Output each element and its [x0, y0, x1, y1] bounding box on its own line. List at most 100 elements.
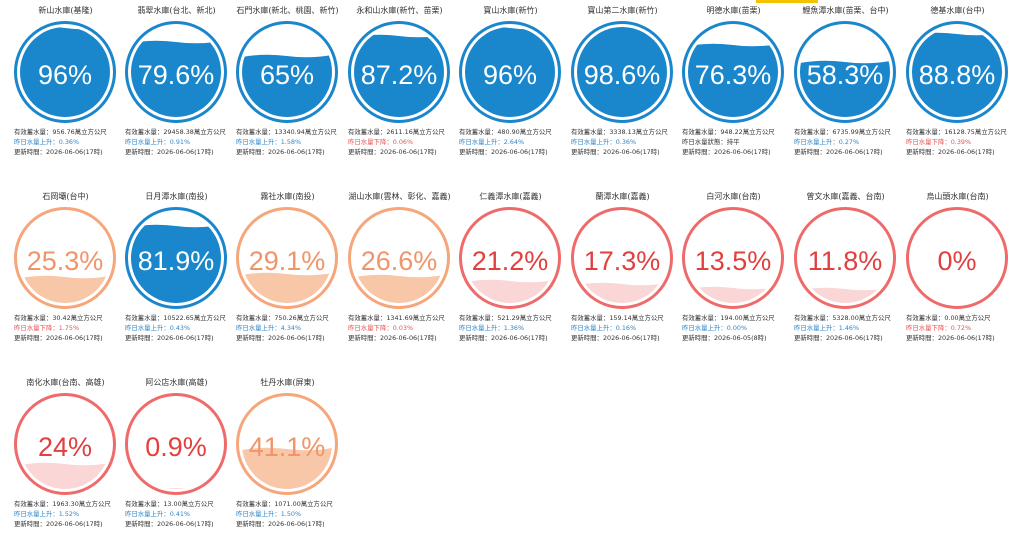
trend-text: 昨日水量上升：1.50%: [236, 510, 302, 518]
reservoir-name: 永和山水庫(新竹、苗栗): [356, 6, 443, 15]
capacity-value: 1341.69萬立方公尺: [386, 314, 445, 322]
update-time: 更新時間：2026-06-06(17時): [236, 147, 344, 157]
water-fill: [465, 279, 555, 303]
capacity-text: 有效蓄水量：6735.99萬立方公尺: [794, 127, 902, 137]
reservoir-info: 有效蓄水量：13.00萬立方公尺 昨日水量上升：0.41% 更新時間：2026-06…: [125, 499, 233, 529]
reservoir-info: 有效蓄水量：0.00萬立方公尺 昨日水量下降：0.72% 更新時間：2026-06-…: [906, 313, 1014, 343]
capacity-label: 有效蓄水量：: [125, 314, 164, 322]
capacity-value: 29458.38萬立方公尺: [163, 128, 226, 136]
update-value: 2026-06-06(17時): [825, 334, 883, 342]
update-label: 更新時間：: [125, 520, 157, 528]
water-level-gauge: 88.8%: [906, 21, 1008, 123]
percent-value: 65%: [259, 60, 315, 90]
capacity-text: 有效蓄水量：13340.94萬立方公尺: [236, 127, 344, 137]
trend-text: 昨日水量上升：0.41%: [125, 510, 191, 518]
update-value: 2026-06-06(17時): [825, 148, 883, 156]
water-fill: [131, 488, 221, 489]
trend-text: 昨日水量下降：0.39%: [906, 138, 972, 146]
water-fill: [354, 34, 444, 117]
water-wave: [20, 275, 110, 282]
trend-text: 昨日水量上升：0.43%: [125, 324, 191, 332]
capacity-label: 有效蓄水量：: [14, 500, 53, 508]
reservoir-name: 仁義潭水庫(嘉義): [479, 192, 542, 201]
reservoir-info: 有效蓄水量：6735.99萬立方公尺 昨日水量上升：0.27% 更新時間：2026-…: [794, 127, 902, 157]
update-time: 更新時間：2026-06-06(17時): [125, 147, 233, 157]
capacity-text: 有效蓄水量：521.29萬立方公尺: [459, 313, 567, 323]
capacity-value: 16128.75萬立方公尺: [944, 128, 1007, 136]
capacity-label: 有效蓄水量：: [682, 128, 721, 136]
capacity-value: 1071.00萬立方公尺: [274, 500, 333, 508]
water-fill: [242, 272, 332, 303]
gauge-inner: 21.2%: [465, 213, 555, 303]
gauge-inner: 96%: [20, 27, 110, 117]
gauge-inner: 24%: [20, 399, 110, 489]
water-fill: [577, 27, 667, 117]
capacity-text: 有效蓄水量：16128.75萬立方公尺: [906, 127, 1014, 137]
reservoir-name: 霧社水庫(南投): [260, 192, 315, 201]
capacity-value: 480.90萬立方公尺: [497, 128, 552, 136]
water-fill: [688, 286, 778, 303]
gauge-inner: 65%: [242, 27, 332, 117]
percent-value: 88.8%: [918, 60, 996, 90]
reservoir-name: 湖山水庫(雲林、彰化、嘉義): [348, 192, 451, 201]
water-level-gauge: 29.1%: [236, 207, 338, 309]
water-wave: [688, 44, 778, 50]
update-time: 更新時間：2026-06-06(17時): [236, 519, 344, 529]
gauge-inner: 96%: [465, 27, 555, 117]
update-label: 更新時間：: [682, 148, 714, 156]
update-label: 更新時間：: [571, 148, 603, 156]
capacity-value: 13340.94萬立方公尺: [274, 128, 337, 136]
water-fill: [20, 463, 110, 489]
update-value: 2026-06-06(17時): [713, 148, 771, 156]
update-time: 更新時間：2026-06-06(17時): [571, 333, 679, 343]
capacity-value: 30.42萬立方公尺: [52, 314, 103, 322]
gauge-inner: 98.6%: [577, 27, 667, 117]
gauge-inner: 58.3%: [800, 27, 890, 117]
water-level-gauge: 76.3%: [682, 21, 784, 123]
reservoir-name: 新山水庫(基隆): [38, 6, 93, 15]
water-level-gauge: 0.9%: [125, 393, 227, 495]
capacity-label: 有效蓄水量：: [236, 500, 275, 508]
gauge-inner: 25.3%: [20, 213, 110, 303]
reservoir-info: 有效蓄水量：521.29萬立方公尺 昨日水量上升：1.36% 更新時間：2026-0…: [459, 313, 567, 343]
update-value: 2026-06-06(17時): [156, 334, 214, 342]
capacity-text: 有效蓄水量：1341.69萬立方公尺: [348, 313, 456, 323]
gauge-inner: 0.9%: [131, 399, 221, 489]
water-fill: [800, 60, 890, 117]
capacity-value: 6735.99萬立方公尺: [832, 128, 891, 136]
capacity-label: 有效蓄水量：: [682, 314, 721, 322]
water-level-gauge: 26.6%: [348, 207, 450, 309]
update-time: 更新時間：2026-06-06(17時): [459, 147, 567, 157]
update-label: 更新時間：: [459, 334, 491, 342]
capacity-text: 有效蓄水量：480.90萬立方公尺: [459, 127, 567, 137]
update-time: 更新時間：2026-06-06(17時): [571, 147, 679, 157]
percent-value: 79.6%: [137, 60, 215, 90]
trend-text: 昨日水量下降：0.72%: [906, 324, 972, 332]
trend-text: 昨日水量下降：0.06%: [348, 138, 414, 146]
gauge-inner: 13.5%: [688, 213, 778, 303]
percent-value: 76.3%: [694, 60, 772, 90]
water-fill: [131, 41, 221, 117]
update-value: 2026-06-06(17時): [45, 520, 103, 528]
water-level-gauge: 81.9%: [125, 207, 227, 309]
update-time: 更新時間：2026-06-06(17時): [125, 333, 233, 343]
reservoir-name: 烏山頭水庫(台南): [926, 192, 989, 201]
update-value: 2026-06-06(17時): [379, 334, 437, 342]
capacity-value: 1963.30萬立方公尺: [52, 500, 111, 508]
capacity-label: 有效蓄水量：: [906, 128, 945, 136]
trend-text: 昨日水量上升：1.52%: [14, 510, 80, 518]
update-value: 2026-06-06(17時): [490, 148, 548, 156]
capacity-value: 5328.00萬立方公尺: [832, 314, 891, 322]
reservoir-name: 寶山水庫(新竹): [483, 6, 538, 15]
water-wave: [688, 286, 778, 292]
capacity-text: 有效蓄水量：10522.65萬立方公尺: [125, 313, 233, 323]
trend-text: 昨日水量上升：0.27%: [794, 138, 860, 146]
top-bar: [0, 0, 1024, 4]
update-time: 更新時間：2026-06-06(17時): [348, 333, 456, 343]
update-value: 2026-06-06(17時): [490, 334, 548, 342]
water-level-gauge: 21.2%: [459, 207, 561, 309]
water-wave: [800, 288, 890, 294]
capacity-value: 0.00萬立方公尺: [944, 314, 991, 322]
reservoir-info: 有效蓄水量：159.14萬立方公尺 昨日水量上升：0.16% 更新時間：2026-0…: [571, 313, 679, 343]
reservoir-info: 有效蓄水量：1341.69萬立方公尺 昨日水量下降：0.03% 更新時間：2026-…: [348, 313, 456, 343]
